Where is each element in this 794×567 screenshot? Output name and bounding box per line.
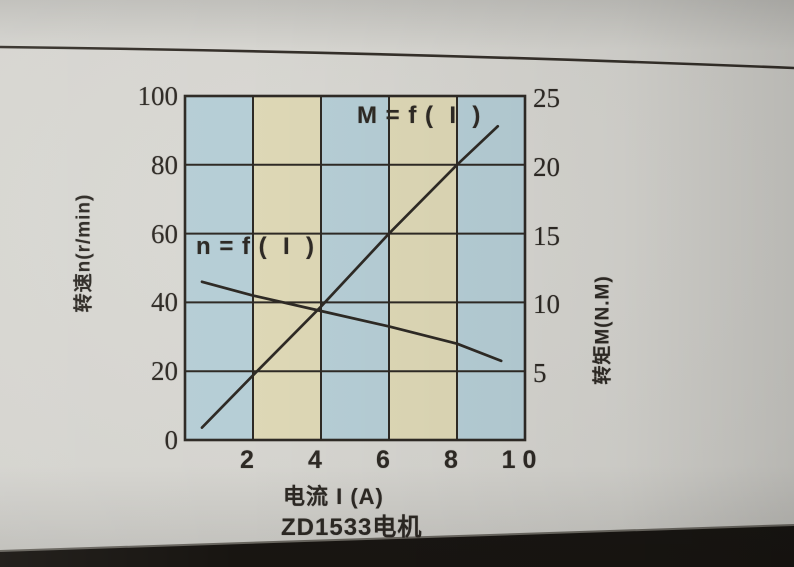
column-band-blue	[185, 96, 253, 440]
y-axis-left-tick-label: 40	[151, 287, 178, 318]
y-axis-left-tick-label: 100	[137, 81, 179, 111]
photo-bottom-edge	[0, 525, 794, 567]
x-axis-title: 电流 I (A)	[283, 484, 384, 509]
y-axis-left-tick-label: 80	[151, 149, 178, 180]
y-axis-right-tick-label: 15	[533, 220, 560, 251]
y-axis-left-tick-label: 0	[164, 425, 179, 455]
y-axis-left-title: 转速n(r/min)	[73, 193, 95, 313]
y-axis-left-tick-label: 60	[151, 218, 178, 249]
plot-border	[183, 94, 527, 442]
x-axis-tick-label: 2	[240, 446, 254, 474]
y-axis-right-tick-label: 20	[533, 151, 560, 182]
x-axis-tick-label: 4	[308, 446, 322, 474]
series-label-speed: n = f ( I )	[196, 233, 315, 260]
series-line-speed	[200, 280, 503, 363]
column-band-blue	[321, 96, 389, 440]
x-axis-tick-label: 8	[444, 446, 458, 474]
series-line-torque	[200, 124, 500, 429]
x-axis-tick-label: 1 0	[501, 446, 537, 474]
y-axis-right-tick-label: 10	[533, 289, 560, 320]
y-axis-right-tick-label: 25	[533, 83, 560, 113]
page-rule-line	[0, 45, 794, 70]
column-band-cream	[253, 96, 321, 440]
y-axis-right-title: 转矩M(N.M)	[592, 275, 614, 385]
photo-bottom-edge-highlight	[0, 524, 794, 552]
y-axis-right-tick-label: 5	[533, 358, 547, 389]
y-axis-left-tick-label: 20	[151, 356, 178, 387]
series-label-torque: M = f ( I )	[357, 102, 482, 129]
chart-caption: ZD1533电机	[281, 514, 423, 541]
column-band-cream	[389, 96, 457, 440]
x-axis-tick-label: 6	[376, 446, 390, 474]
